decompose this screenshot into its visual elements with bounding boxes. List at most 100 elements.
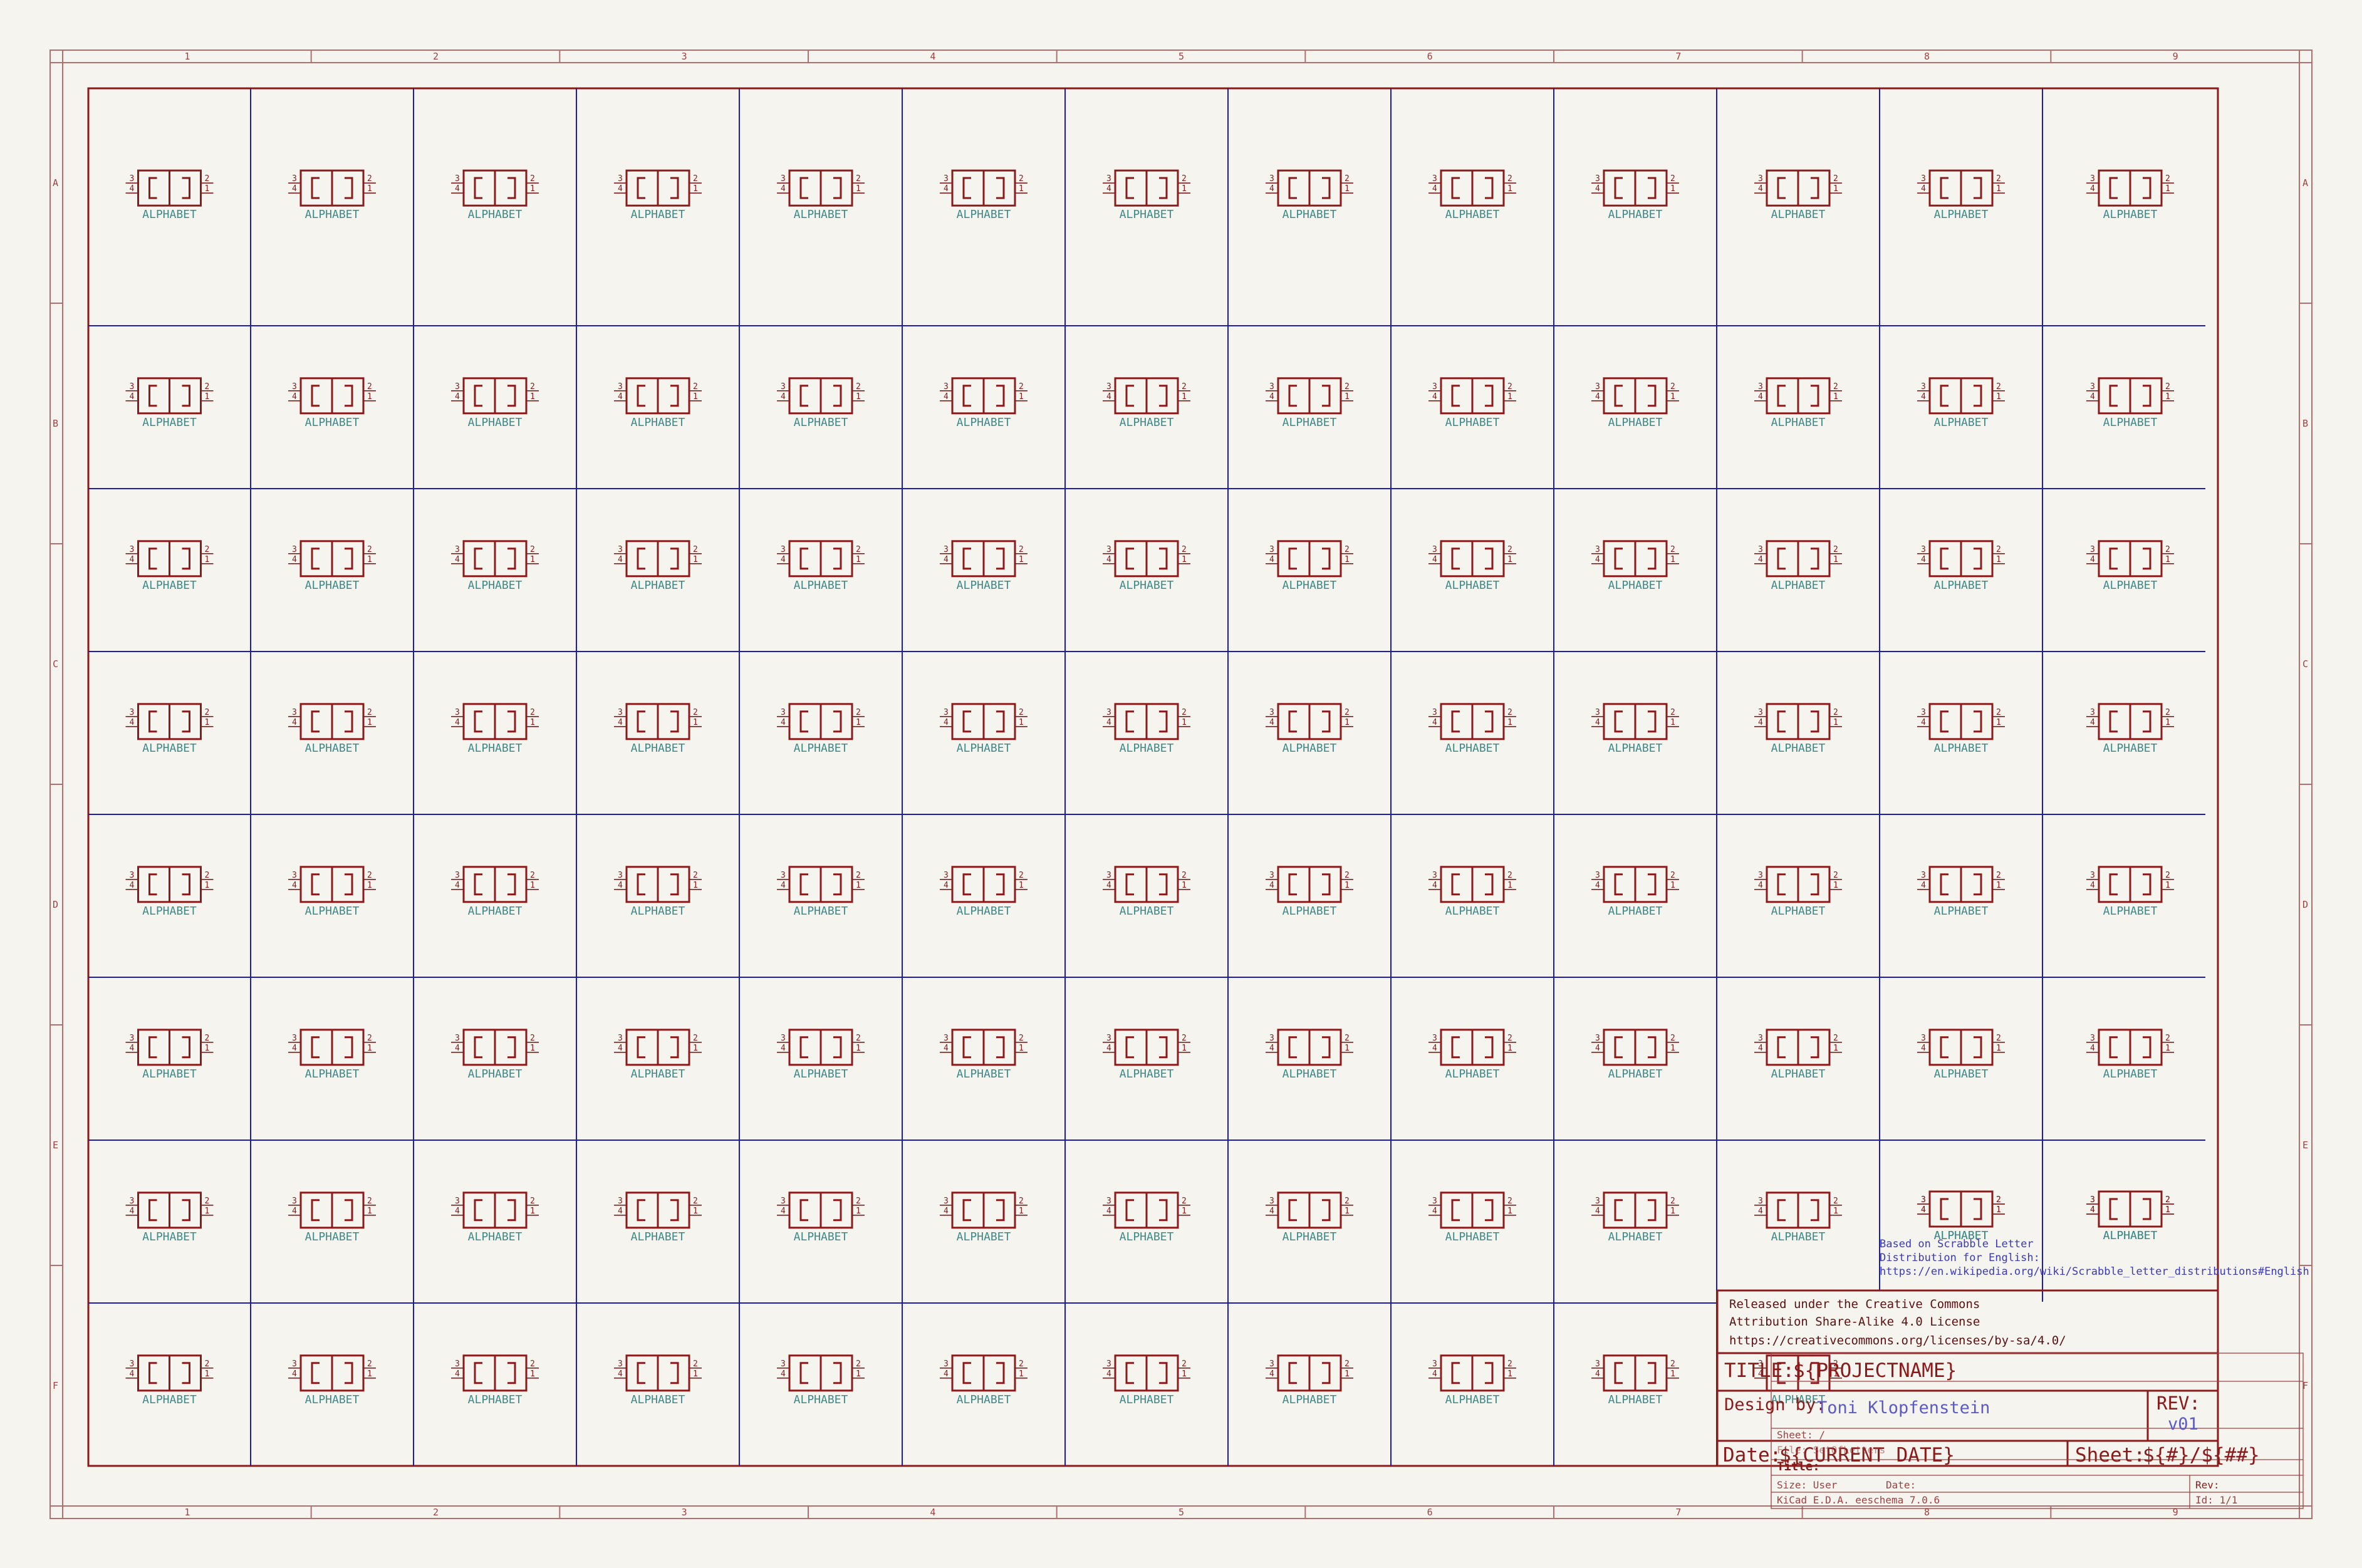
pin-number: 1: [1996, 1205, 2001, 1215]
contact-left-icon: [2109, 710, 2118, 733]
component-value: ALPHABET: [305, 1393, 360, 1406]
letter-component: 34 21 ALPHABET: [1591, 703, 1679, 755]
contact-right-icon: [2143, 177, 2151, 199]
contact-left-icon: [1125, 1362, 1134, 1384]
pin-number: 2: [1182, 545, 1187, 554]
contact-left-icon: [1777, 873, 1786, 896]
component-value: ALPHABET: [1120, 1067, 1174, 1081]
row-label-left: A: [53, 177, 58, 189]
pin-number: 3: [944, 1359, 949, 1369]
pin-number: 2: [1507, 174, 1512, 184]
pin-number: 4: [944, 1044, 949, 1053]
rev-label: REV:: [2156, 1393, 2200, 1414]
pin-number: 3: [1595, 382, 1600, 392]
pin-number: 4: [1269, 184, 1274, 194]
contact-right-icon: [1648, 710, 1657, 733]
letter-component: 34 21 ALPHABET: [1266, 540, 1353, 592]
contact-left-icon: [148, 1036, 157, 1059]
contact-left-icon: [962, 385, 971, 407]
pin-number: 1: [1833, 718, 1838, 727]
pin-number: 1: [1670, 555, 1675, 564]
contact-right-icon: [1159, 1362, 1168, 1384]
pin-number: 1: [1019, 1207, 1024, 1216]
pin-number: 1: [367, 184, 372, 194]
pin-number: 1: [367, 1207, 372, 1216]
pin-number: 1: [856, 718, 861, 727]
pin-number: 2: [1507, 1359, 1512, 1369]
pin-number: 2: [530, 871, 535, 880]
pin-number: 4: [1106, 555, 1111, 564]
contact-right-icon: [670, 1362, 679, 1384]
pin-number: 2: [1670, 382, 1675, 392]
pin-number: 4: [1758, 1207, 1763, 1216]
pin-number: 3: [292, 708, 297, 717]
pin-number: 2: [856, 871, 861, 880]
pin-number: 3: [1595, 1197, 1600, 1206]
component-value: ALPHABET: [1608, 742, 1663, 755]
pin-number: 1: [205, 1044, 210, 1053]
letter-component: 34 21 ALPHABET: [1103, 866, 1190, 918]
row-label-left: D: [53, 899, 58, 910]
title-label: TITLE:: [1724, 1359, 1794, 1382]
pin-number: 1: [1507, 881, 1512, 890]
pin-number: 3: [1432, 1034, 1437, 1043]
pin-number: 2: [1833, 708, 1838, 717]
contact-left-icon: [148, 1362, 157, 1384]
pin-number: 3: [1921, 871, 1926, 880]
contact-left-icon: [799, 873, 808, 896]
row-label-left: C: [53, 658, 58, 670]
contact-right-icon: [1485, 873, 1494, 896]
component-value: ALPHABET: [468, 1067, 523, 1081]
contact-left-icon: [474, 385, 482, 407]
pin-number: 1: [367, 1369, 372, 1379]
pin-number: 3: [1432, 174, 1437, 184]
component-value: ALPHABET: [957, 1067, 1011, 1081]
letter-component: 34 21 ALPHABET: [777, 169, 865, 221]
pin-number: 3: [130, 1034, 135, 1043]
pin-number: 3: [130, 871, 135, 880]
pin-number: 2: [1345, 1034, 1350, 1043]
pin-number: 4: [781, 881, 786, 890]
contact-left-icon: [1125, 873, 1134, 896]
pin-number: 2: [1182, 708, 1187, 717]
column-label-top: 5: [1178, 51, 1184, 62]
pin-number: 2: [2165, 545, 2170, 554]
contact-left-icon: [1125, 1036, 1134, 1059]
pin-number: 1: [205, 1207, 210, 1216]
contact-left-icon: [1777, 548, 1786, 570]
letter-component: 34 21 ALPHABET: [777, 866, 865, 918]
contact-left-icon: [1777, 177, 1786, 199]
pin-number: 2: [205, 871, 210, 880]
component-value: ALPHABET: [1934, 1229, 1989, 1242]
letter-component: 34 21 ALPHABET: [125, 377, 214, 429]
contact-left-icon: [1288, 710, 1297, 733]
contact-left-icon: [1940, 1198, 1948, 1220]
pin-number: 2: [367, 382, 372, 392]
letter-component: 34 21 ALPHABET: [1591, 1029, 1679, 1081]
pin-number: 4: [618, 718, 623, 727]
pin-number: 2: [1670, 174, 1675, 184]
contact-left-icon: [2109, 1198, 2118, 1220]
pin-number: 1: [530, 184, 535, 194]
pin-number: 3: [618, 174, 623, 184]
component-value: ALPHABET: [2103, 579, 2158, 592]
contact-right-icon: [1811, 710, 1819, 733]
pin-number: 4: [130, 718, 135, 727]
column-label-top: 1: [184, 51, 190, 62]
pin-number: 3: [1595, 871, 1600, 880]
row-label-right: A: [2302, 177, 2308, 189]
component-value: ALPHABET: [305, 742, 360, 755]
row-label-right: C: [2302, 658, 2308, 670]
pin-number: 4: [2090, 718, 2095, 727]
pin-number: 1: [1996, 184, 2001, 194]
rev-small: Rev:: [2195, 1479, 2220, 1491]
pin-number: 2: [2165, 174, 2170, 184]
pin-number: 1: [1670, 718, 1675, 727]
pin-number: 3: [292, 1034, 297, 1043]
pin-number: 1: [1507, 1207, 1512, 1216]
letter-component: 34 21 ALPHABET: [1591, 377, 1679, 429]
contact-right-icon: [507, 1036, 516, 1059]
pin-number: 2: [1833, 545, 1838, 554]
pin-number: 2: [1182, 1034, 1187, 1043]
